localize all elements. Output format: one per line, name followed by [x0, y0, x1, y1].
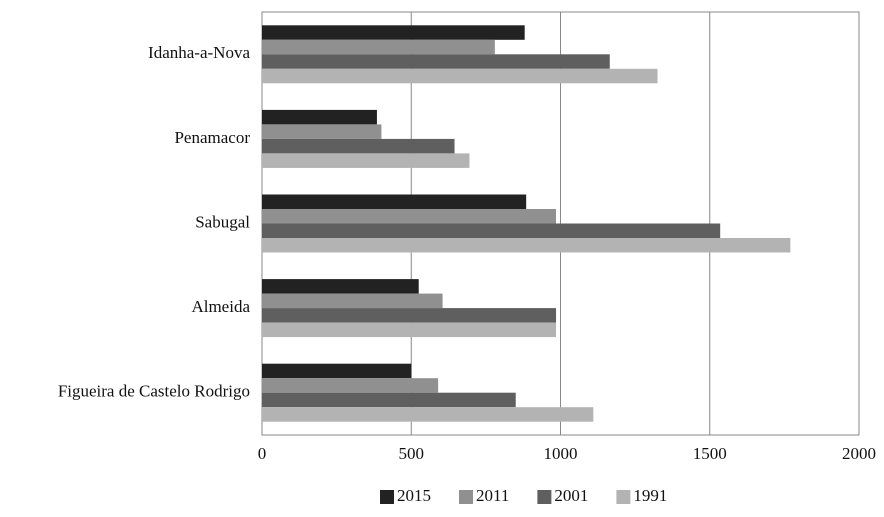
legend-label: 2015	[397, 486, 431, 505]
legend-swatch	[459, 490, 473, 504]
y-tick-label: Penamacor	[174, 128, 250, 147]
bar	[262, 209, 557, 224]
x-tick-label: 1000	[544, 444, 578, 463]
legend-label: 1991	[633, 486, 667, 505]
bar	[262, 322, 557, 338]
bar	[262, 238, 791, 253]
bar	[262, 153, 470, 168]
legend-label: 2011	[476, 486, 509, 505]
x-tick-label: 0	[258, 444, 267, 463]
bar	[262, 109, 377, 125]
bar	[262, 138, 455, 154]
bar	[262, 363, 412, 379]
bar	[262, 223, 721, 238]
bar	[262, 407, 594, 422]
y-tick-label: Sabugal	[195, 212, 250, 231]
y-tick-label: Idanha-a-Nova	[148, 43, 250, 62]
legend-label: 2001	[554, 486, 588, 505]
bar	[262, 279, 419, 294]
y-tick-label: Figueira de Castelo Rodrigo	[58, 382, 250, 401]
legend-swatch	[616, 490, 631, 504]
bar	[262, 378, 439, 393]
bar	[262, 25, 525, 40]
bar	[262, 194, 527, 209]
bar	[262, 124, 382, 139]
x-tick-label: 2000	[842, 444, 876, 463]
x-tick-label: 500	[399, 444, 425, 463]
bar	[262, 293, 443, 309]
bar	[262, 308, 557, 323]
legend-swatch	[380, 490, 394, 504]
y-tick-label: Almeida	[191, 297, 250, 316]
bar	[262, 68, 658, 84]
x-tick-label: 1500	[693, 444, 727, 463]
bar	[262, 392, 516, 408]
bar	[262, 39, 495, 55]
bar	[262, 54, 610, 69]
legend-swatch	[537, 490, 552, 504]
